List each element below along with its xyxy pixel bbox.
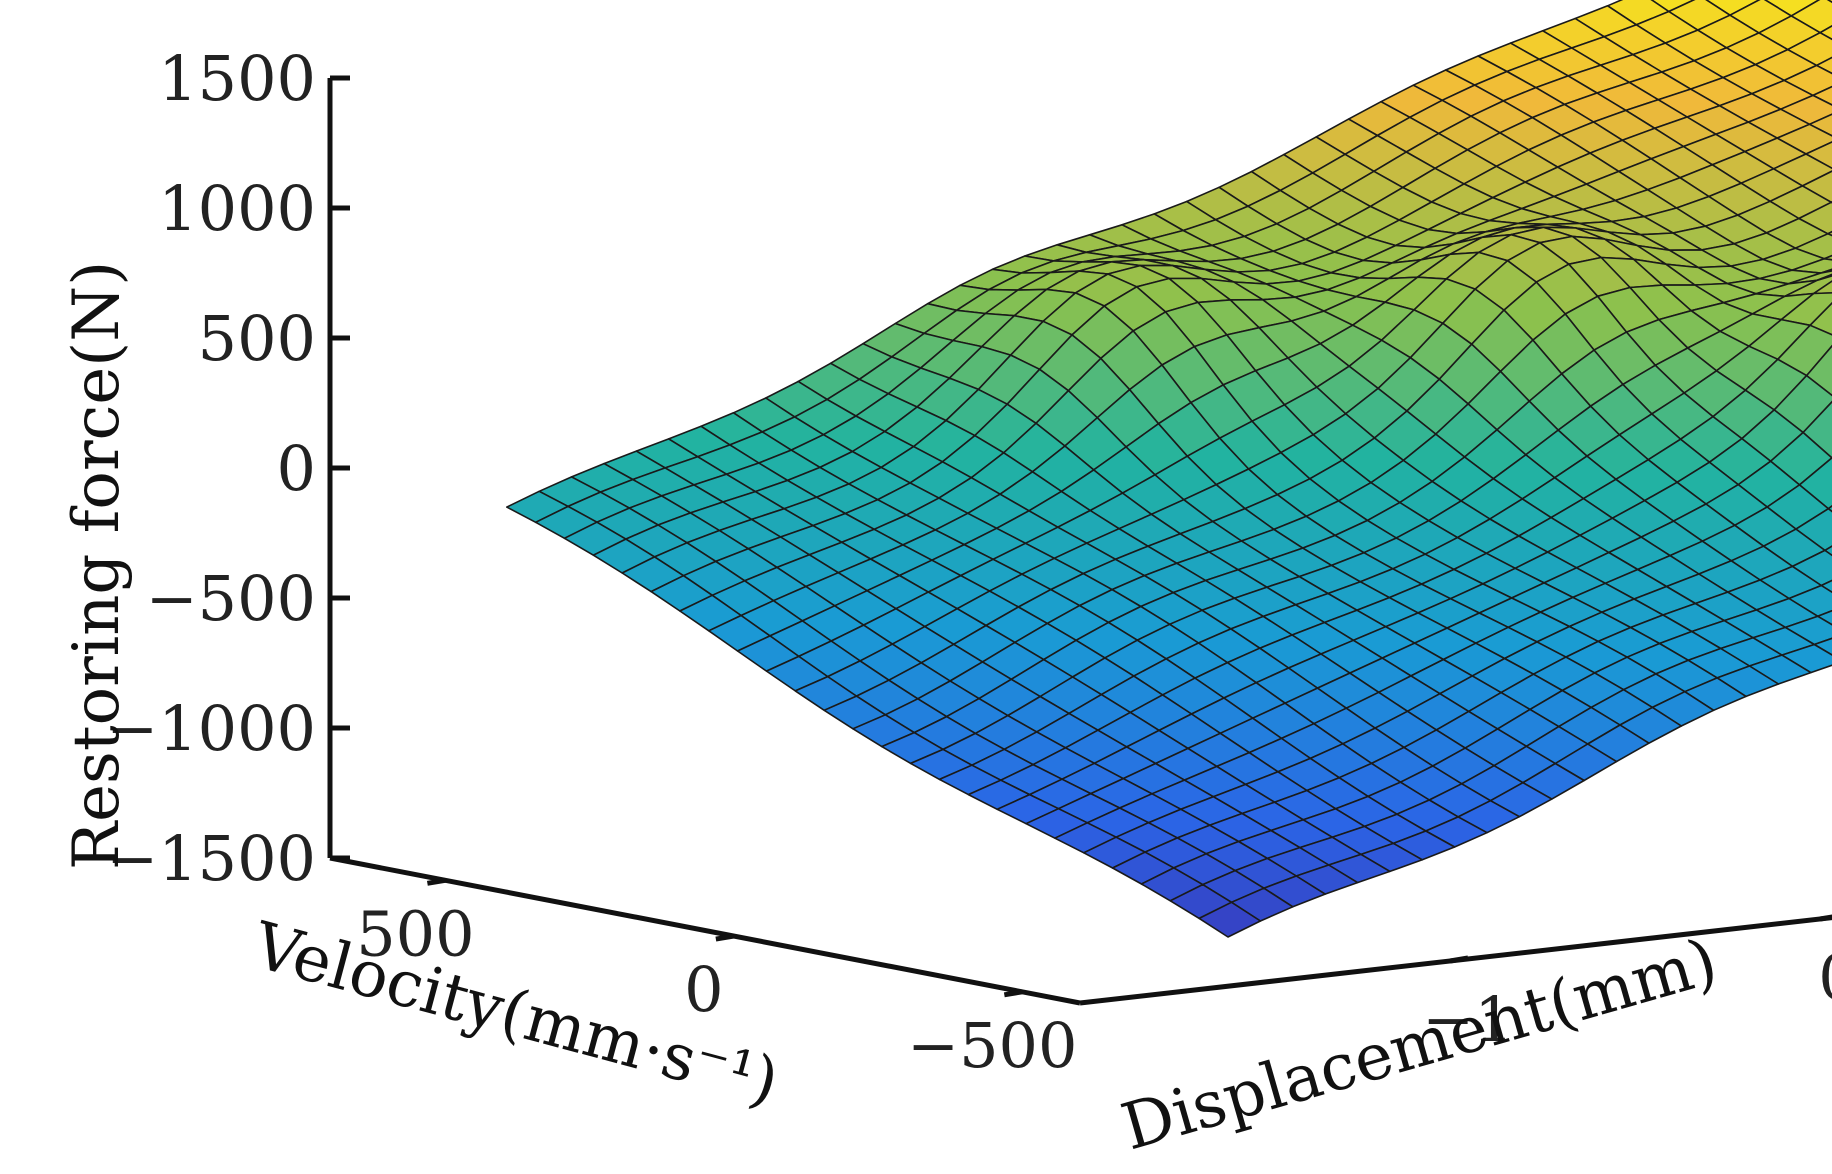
x-tick-label: −1: [1422, 983, 1513, 1056]
surface-mesh: [505, 0, 1832, 938]
y-axis-line: [329, 855, 1081, 1006]
z-tick-label: −1000: [106, 692, 316, 765]
x-tick-label: 0: [1818, 941, 1832, 1014]
x-tick-mark: [1819, 914, 1832, 922]
x-tick-mark: [1449, 955, 1469, 964]
z-tick-label: −500: [146, 562, 316, 635]
y-tick-label: 0: [684, 953, 723, 1026]
y-tick-label: 500: [356, 897, 474, 970]
z-tick-label: 0: [277, 432, 316, 505]
surface-patch: [1198, 901, 1262, 938]
x-axis-title: Displacement(mm): [1114, 925, 1725, 1166]
z-tick-label: 1500: [158, 42, 316, 115]
z-axis-title: Restoring force(N): [60, 261, 134, 870]
y-tick-mark: [426, 877, 446, 886]
z-tick-label: −1500: [106, 822, 316, 895]
y-tick-mark: [1003, 989, 1023, 998]
y-tick-mark: [715, 933, 735, 942]
y-tick-label: −500: [907, 1009, 1077, 1082]
z-tick-label: 1000: [158, 172, 316, 245]
surface-patch: [1824, 545, 1832, 557]
z-tick-label: 500: [198, 302, 316, 375]
